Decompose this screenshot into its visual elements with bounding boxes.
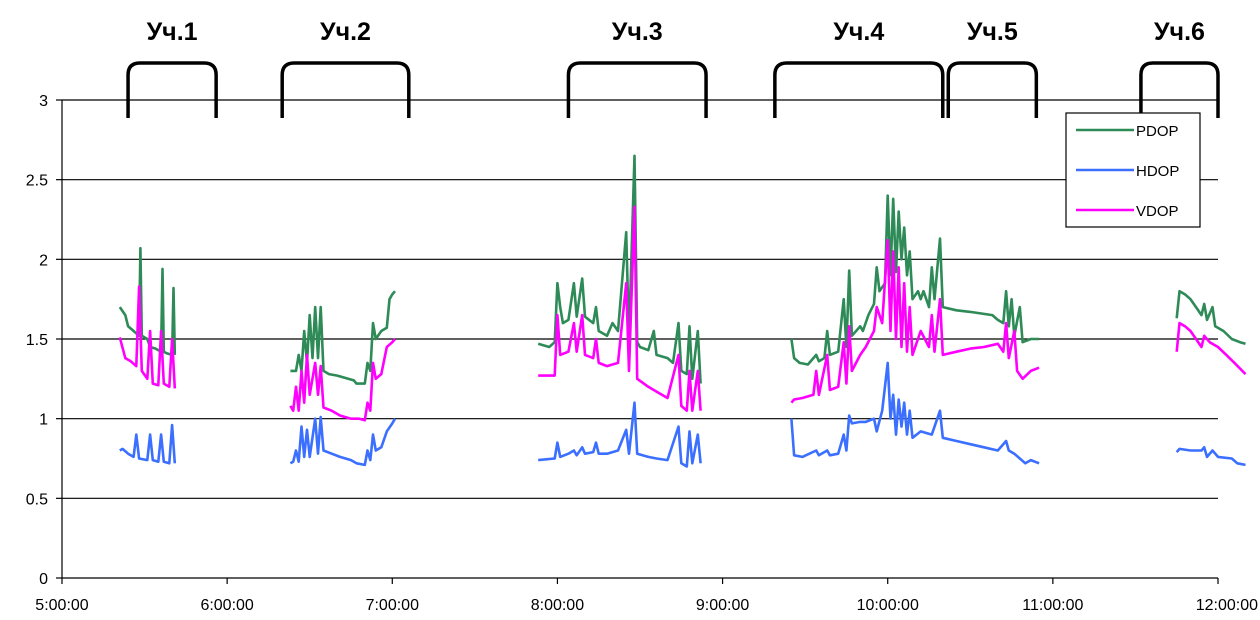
pdop-line bbox=[290, 290, 396, 385]
pdop-line bbox=[790, 194, 1040, 366]
segment-label: Уч.4 bbox=[833, 18, 884, 46]
vdop-line bbox=[1175, 321, 1247, 376]
segment-brackets: Уч.1 Уч.2 Уч.3 Уч.4 Уч.5 Уч.6 bbox=[126, 18, 1220, 118]
axes: 0 0.5 1 1.5 2 2.5 3 5:00:00 6:00:00 7:00:00 8:00:0… bbox=[26, 93, 1258, 614]
vdop-line bbox=[790, 238, 1040, 404]
segment-bracket bbox=[566, 61, 708, 118]
hdop-line bbox=[119, 423, 177, 465]
hdop-line bbox=[1175, 445, 1246, 467]
x-tick-label: 5:00:00 bbox=[35, 597, 88, 614]
legend-label-pdop: PDOP bbox=[1136, 123, 1179, 140]
legend-label-hdop: HDOP bbox=[1136, 163, 1179, 180]
x-tick-label: 12:00:00 bbox=[1196, 597, 1258, 614]
x-tick-label: 11:00:00 bbox=[1022, 597, 1083, 614]
vdop-line bbox=[289, 338, 396, 422]
y-tick-label: 1.5 bbox=[26, 332, 48, 349]
series-lines bbox=[118, 154, 1247, 468]
segment-bracket bbox=[946, 61, 1039, 118]
x-tick-label: 7:00:00 bbox=[366, 597, 419, 614]
segment-bracket bbox=[773, 61, 945, 118]
x-tick-label: 6:00:00 bbox=[200, 597, 253, 614]
y-tick-label: 0.5 bbox=[26, 491, 48, 508]
segment-bracket bbox=[1139, 61, 1220, 118]
vdop-line bbox=[118, 285, 177, 389]
segment-bracket bbox=[280, 61, 411, 118]
pdop-line bbox=[1175, 289, 1246, 346]
legend-label-vdop: VDOP bbox=[1136, 203, 1179, 220]
hdop-line bbox=[790, 361, 1040, 465]
legend: PDOP HDOP VDOP bbox=[1065, 112, 1201, 228]
segment-bracket bbox=[126, 61, 218, 118]
vdop-line bbox=[538, 205, 702, 413]
x-tick-label: 8:00:00 bbox=[531, 597, 584, 614]
gridlines bbox=[62, 99, 1218, 499]
segment-label: Уч.2 bbox=[320, 18, 371, 46]
x-tick-label: 10:00:00 bbox=[857, 597, 919, 614]
y-tick-label: 2.5 bbox=[26, 173, 48, 190]
segment-label: Уч.6 bbox=[1154, 18, 1205, 46]
segment-label: Уч.1 bbox=[147, 18, 198, 46]
pdop-line bbox=[537, 154, 702, 384]
segment-label: Уч.5 bbox=[967, 18, 1018, 46]
y-tick-label: 0 bbox=[39, 571, 48, 588]
y-tick-label: 2 bbox=[39, 252, 48, 269]
y-tick-label: 3 bbox=[39, 93, 48, 110]
hdop-line bbox=[538, 401, 702, 468]
y-tick-label: 1 bbox=[39, 412, 48, 429]
hdop-line bbox=[289, 415, 397, 467]
x-tick-label: 9:00:00 bbox=[696, 597, 749, 614]
segment-label: Уч.3 bbox=[612, 18, 663, 46]
